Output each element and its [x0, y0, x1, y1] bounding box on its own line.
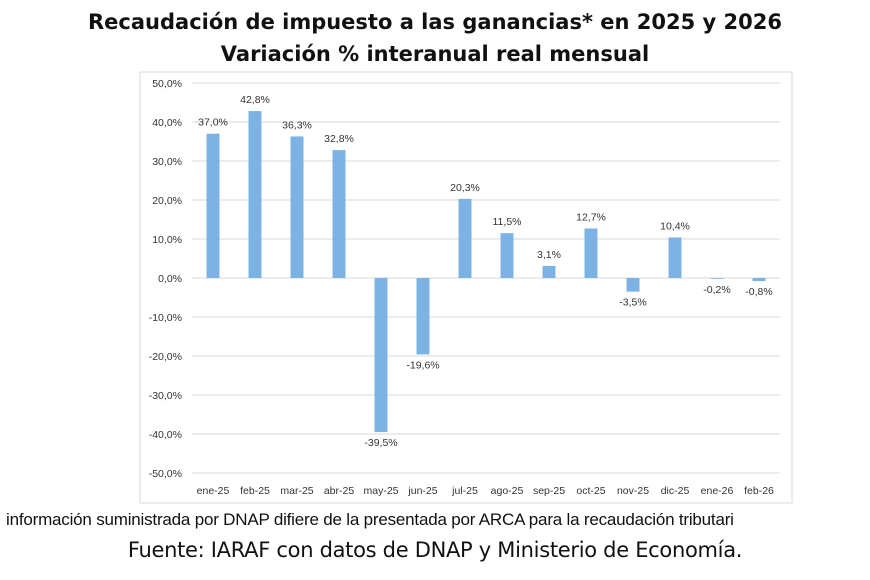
- y-tick-label: -30,0%: [149, 390, 182, 402]
- data-label: 42,8%: [240, 94, 270, 106]
- x-tick-label: ene-25: [197, 485, 230, 497]
- y-tick-label: 50,0%: [152, 78, 182, 90]
- bar: [248, 111, 262, 278]
- footnote: información suministrada por DNAP difier…: [6, 510, 734, 529]
- y-tick-label: 20,0%: [152, 195, 182, 207]
- x-tick-label: ago-25: [491, 485, 524, 497]
- chart-subtitle: Variación % interanual real mensual: [220, 42, 650, 66]
- bar: [290, 136, 304, 278]
- chart-frame: [139, 71, 793, 504]
- data-label: 36,3%: [282, 119, 312, 131]
- y-tick-label: 0,0%: [158, 273, 182, 285]
- x-tick-label: feb-25: [240, 485, 270, 497]
- y-tick-label: -10,0%: [149, 312, 182, 324]
- x-tick-label: dic-25: [661, 485, 690, 497]
- y-tick-label: 40,0%: [152, 117, 182, 129]
- data-label: 20,3%: [450, 182, 480, 194]
- data-label: -3,5%: [619, 297, 646, 309]
- y-tick-label: 10,0%: [152, 234, 182, 246]
- x-tick-label: oct-25: [576, 485, 605, 497]
- y-tick-label: -50,0%: [149, 468, 182, 480]
- bar: [332, 150, 346, 278]
- x-tick-label: feb-26: [744, 485, 774, 497]
- x-tick-label: mar-25: [280, 485, 313, 497]
- data-label: -0,2%: [703, 284, 730, 296]
- y-tick-label: -40,0%: [149, 429, 182, 441]
- data-label: 32,8%: [324, 133, 354, 145]
- x-tick-label: jun-25: [407, 485, 437, 497]
- x-tick-label: ene-26: [701, 485, 734, 497]
- bar: [500, 233, 514, 278]
- chart-title: Recaudación de impuesto a las ganancias*…: [88, 10, 782, 34]
- data-label: 3,1%: [537, 249, 561, 261]
- bar: [542, 265, 556, 278]
- data-label: -39,5%: [364, 437, 397, 449]
- data-label: 37,0%: [198, 117, 228, 129]
- bar: [626, 278, 640, 292]
- data-label: -0,8%: [745, 286, 772, 298]
- data-label: 12,7%: [576, 211, 606, 223]
- bar: [206, 133, 220, 278]
- x-tick-label: sep-25: [533, 485, 565, 497]
- source-note: Fuente: IARAF con datos de DNAP y Minist…: [127, 538, 743, 562]
- bar: [374, 278, 388, 433]
- bar: [668, 237, 682, 278]
- x-tick-label: abr-25: [324, 485, 355, 497]
- data-label: -19,6%: [406, 359, 439, 371]
- x-tick-label: may-25: [363, 485, 398, 497]
- x-tick-label: jul-25: [451, 485, 478, 497]
- data-label: 10,4%: [660, 220, 690, 232]
- bar: [458, 198, 472, 278]
- y-tick-label: -20,0%: [149, 351, 182, 363]
- data-label: 11,5%: [493, 216, 522, 228]
- bar: [710, 278, 724, 279]
- y-tick-label: 30,0%: [152, 156, 182, 168]
- x-tick-label: nov-25: [617, 485, 649, 497]
- bar: [752, 278, 766, 282]
- bar: [416, 278, 430, 355]
- bar: [584, 228, 598, 278]
